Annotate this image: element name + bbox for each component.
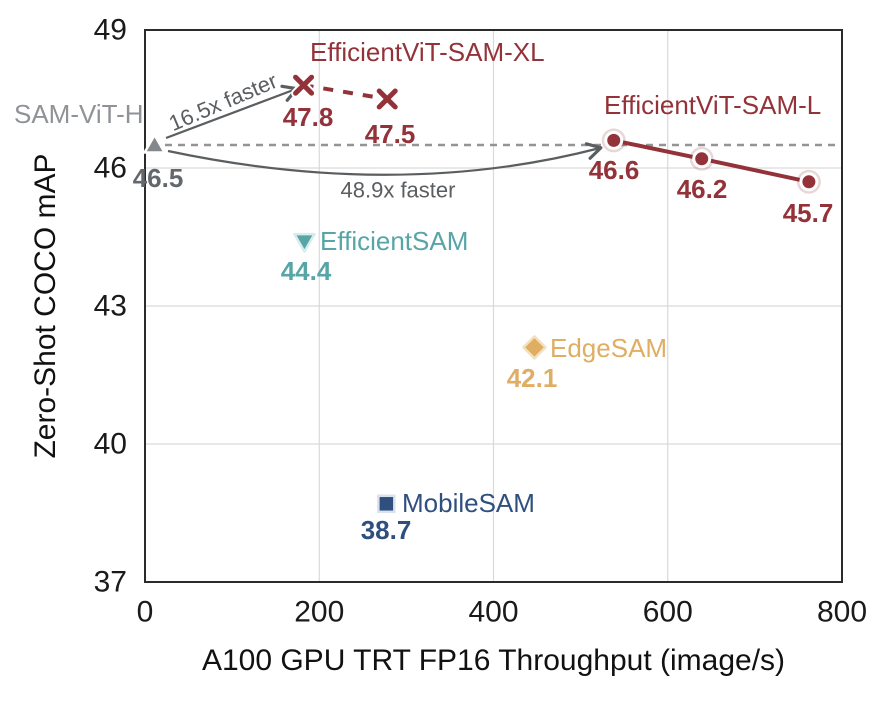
- marker-efficientvit-sam-l-2: [796, 169, 821, 194]
- value-label-edgesam-0: 42.1: [507, 363, 558, 393]
- y-axis-tick-46: 46: [94, 152, 127, 185]
- value-label-efficientvit-sam-xl-0: 47.8: [283, 102, 334, 132]
- y-axis-tick-37: 37: [94, 566, 127, 599]
- series-line-efficientvit-sam-xl: [303, 83, 388, 101]
- marker-efficientsam-0: [293, 232, 316, 253]
- y-axis-title: Zero-Shot COCO mAP: [29, 153, 62, 459]
- annotation-arrow-16-5x-faster: [165, 84, 299, 140]
- marker-efficientvit-sam-xl-0: [291, 72, 317, 98]
- marker-edgesam-0: [522, 335, 547, 360]
- y-axis-tick-43: 43: [94, 290, 127, 323]
- marker-efficientvit-sam-xl-1: [374, 86, 400, 112]
- value-label-mobilesam-0: 38.7: [361, 515, 412, 545]
- y-axis-tick-49: 49: [94, 14, 127, 47]
- annotation-arrow-48-9x-faster: [167, 142, 603, 176]
- series-name-label-mobilesam: MobileSAM: [402, 488, 535, 518]
- marker-efficientvit-sam-l-0: [601, 128, 626, 153]
- value-label-efficientvit-sam-l-2: 45.7: [783, 198, 834, 228]
- x-axis-tick-0: 0: [137, 596, 154, 629]
- marker-efficientvit-sam-l-1: [689, 146, 714, 171]
- x-axis-tick-400: 400: [468, 596, 518, 629]
- plot-frame: [144, 29, 843, 583]
- series-name-label-sam-vit-h: SAM-ViT-H: [14, 99, 144, 129]
- series-name-label-efficientsam: EfficientSAM: [320, 226, 468, 256]
- marker-sam-vit-h-0: [143, 133, 166, 154]
- value-label-sam-vit-h-0: 46.5: [133, 163, 184, 193]
- marker-mobilesam-0: [377, 494, 396, 514]
- value-label-efficientvit-sam-l-1: 46.2: [677, 174, 728, 204]
- value-label-efficientsam-0: 44.4: [281, 256, 332, 286]
- x-axis-tick-200: 200: [294, 596, 344, 629]
- value-label-efficientvit-sam-l-0: 46.6: [589, 155, 640, 185]
- value-label-efficientvit-sam-xl-1: 47.5: [365, 119, 416, 149]
- series-name-label-edgesam: EdgeSAM: [550, 333, 667, 363]
- y-axis-tick-40: 40: [94, 428, 127, 461]
- series-name-label-efficientvit-sam-xl: EfficientViT-SAM-XL: [310, 37, 545, 67]
- x-axis-tick-800: 800: [817, 596, 867, 629]
- x-axis-title: A100 GPU TRT FP16 Throughput (image/s): [201, 644, 786, 677]
- x-axis-tick-600: 600: [643, 596, 693, 629]
- annotation-text-48-9x-faster: 48.9x faster: [341, 178, 456, 203]
- series-name-label-efficientvit-sam-l: EfficientViT-SAM-L: [604, 90, 821, 120]
